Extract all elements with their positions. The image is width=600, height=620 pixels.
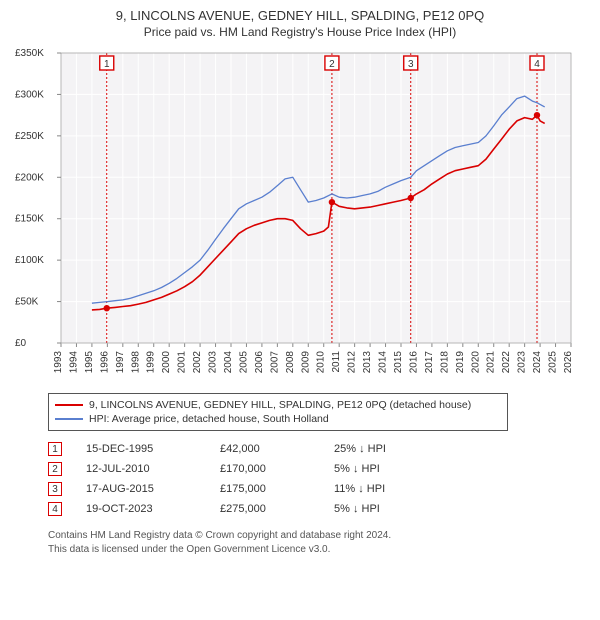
legend-swatch <box>55 418 83 420</box>
svg-text:2011: 2011 <box>331 351 342 373</box>
svg-text:2013: 2013 <box>362 351 373 374</box>
event-row: 4 19-OCT-2023 £275,000 5% ↓ HPI <box>48 499 592 519</box>
page-subtitle: Price paid vs. HM Land Registry's House … <box>8 25 592 39</box>
footer-attribution: Contains HM Land Registry data © Crown c… <box>48 529 592 556</box>
event-row: 3 17-AUG-2015 £175,000 11% ↓ HPI <box>48 479 592 499</box>
svg-text:1998: 1998 <box>130 351 141 374</box>
svg-text:1994: 1994 <box>68 351 79 374</box>
event-date: 15-DEC-1995 <box>86 443 196 455</box>
svg-text:2: 2 <box>329 59 335 70</box>
event-table: 1 15-DEC-1995 £42,000 25% ↓ HPI 2 12-JUL-2010… <box>48 439 592 519</box>
event-marker: 1 <box>48 442 62 456</box>
event-diff: 5% ↓ HPI <box>334 503 434 515</box>
svg-text:2017: 2017 <box>424 351 435 374</box>
svg-text:£50K: £50K <box>15 297 39 308</box>
svg-text:2025: 2025 <box>548 351 559 374</box>
event-price: £170,000 <box>220 463 310 475</box>
legend-label: HPI: Average price, detached house, Sout… <box>89 413 329 425</box>
svg-text:£150K: £150K <box>15 214 44 225</box>
svg-text:2019: 2019 <box>455 351 466 374</box>
event-diff: 5% ↓ HPI <box>334 463 434 475</box>
svg-text:£100K: £100K <box>15 255 44 266</box>
event-price: £42,000 <box>220 443 310 455</box>
svg-text:4: 4 <box>534 59 540 70</box>
svg-text:1995: 1995 <box>84 351 95 374</box>
svg-text:2010: 2010 <box>316 351 327 374</box>
svg-text:2024: 2024 <box>532 351 543 374</box>
footer-line: This data is licensed under the Open Gov… <box>48 543 592 557</box>
event-price: £275,000 <box>220 503 310 515</box>
svg-text:2021: 2021 <box>486 351 497 374</box>
svg-text:2001: 2001 <box>177 351 188 374</box>
legend-item: 9, LINCOLNS AVENUE, GEDNEY HILL, SPALDIN… <box>55 398 501 412</box>
svg-text:2004: 2004 <box>223 351 234 374</box>
footer-line: Contains HM Land Registry data © Crown c… <box>48 529 592 543</box>
svg-text:2009: 2009 <box>300 351 311 374</box>
svg-text:1: 1 <box>104 59 110 70</box>
svg-text:£0: £0 <box>15 338 27 349</box>
svg-text:2012: 2012 <box>347 351 358 374</box>
svg-text:2000: 2000 <box>161 351 172 374</box>
svg-text:2007: 2007 <box>269 351 280 374</box>
svg-text:2020: 2020 <box>470 351 481 374</box>
event-price: £175,000 <box>220 483 310 495</box>
svg-text:2015: 2015 <box>393 351 404 374</box>
event-diff: 11% ↓ HPI <box>334 483 434 495</box>
event-marker: 4 <box>48 502 62 516</box>
svg-text:1996: 1996 <box>99 351 110 374</box>
svg-text:3: 3 <box>408 59 414 70</box>
legend-label: 9, LINCOLNS AVENUE, GEDNEY HILL, SPALDIN… <box>89 399 471 411</box>
svg-text:£250K: £250K <box>15 131 44 142</box>
svg-text:2023: 2023 <box>517 351 528 374</box>
svg-text:2003: 2003 <box>208 351 219 374</box>
svg-text:2026: 2026 <box>563 351 574 374</box>
svg-text:£300K: £300K <box>15 89 44 100</box>
svg-text:2006: 2006 <box>254 351 265 374</box>
price-chart: 1993 1994 1995 1996 1997 1998 1999 2000 2001 2002… <box>15 43 585 387</box>
svg-text:1997: 1997 <box>115 351 126 374</box>
svg-text:2008: 2008 <box>285 351 296 374</box>
legend-swatch <box>55 404 83 406</box>
event-marker: 2 <box>48 462 62 476</box>
svg-text:2016: 2016 <box>408 351 419 374</box>
event-date: 12-JUL-2010 <box>86 463 196 475</box>
svg-text:1993: 1993 <box>53 351 64 374</box>
event-date: 19-OCT-2023 <box>86 503 196 515</box>
legend-item: HPI: Average price, detached house, Sout… <box>55 412 501 426</box>
event-date: 17-AUG-2015 <box>86 483 196 495</box>
svg-text:2018: 2018 <box>439 351 450 374</box>
event-row: 1 15-DEC-1995 £42,000 25% ↓ HPI <box>48 439 592 459</box>
page-title: 9, LINCOLNS AVENUE, GEDNEY HILL, SPALDIN… <box>8 8 592 23</box>
event-marker: 3 <box>48 482 62 496</box>
svg-text:2005: 2005 <box>238 351 249 374</box>
svg-text:2002: 2002 <box>192 351 203 374</box>
svg-text:1999: 1999 <box>146 351 157 374</box>
event-row: 2 12-JUL-2010 £170,000 5% ↓ HPI <box>48 459 592 479</box>
svg-text:2014: 2014 <box>378 351 389 374</box>
event-diff: 25% ↓ HPI <box>334 443 434 455</box>
svg-text:£350K: £350K <box>15 48 44 59</box>
legend: 9, LINCOLNS AVENUE, GEDNEY HILL, SPALDIN… <box>48 393 508 431</box>
svg-text:2022: 2022 <box>501 351 512 374</box>
svg-text:£200K: £200K <box>15 172 44 183</box>
